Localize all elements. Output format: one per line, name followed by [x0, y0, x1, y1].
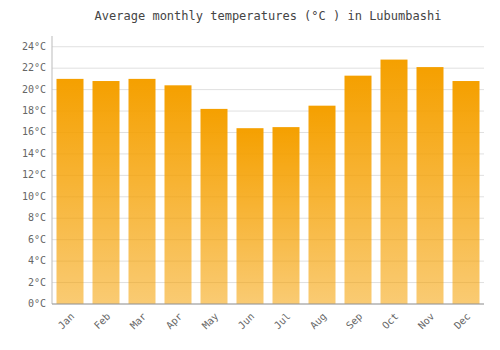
y-tick-label: 12°C	[22, 169, 46, 180]
x-axis-line	[52, 304, 484, 305]
bar	[381, 60, 408, 304]
bar	[165, 85, 192, 304]
bar	[57, 79, 84, 304]
bar	[453, 81, 480, 304]
x-tick-label: May	[200, 311, 221, 332]
x-tick-label: Apr	[164, 311, 185, 332]
x-tick-label: Jul	[272, 311, 293, 332]
x-tick-label: Dec	[452, 311, 473, 332]
bar	[201, 109, 228, 304]
x-tick-label: Feb	[92, 311, 113, 332]
x-tick-label: Jun	[236, 311, 257, 332]
y-tick-label: 2°C	[28, 277, 46, 288]
y-tick-label: 18°C	[22, 105, 46, 116]
chart-svg: 0°C 2°C 4°C 6°C 8°C 10°C 12°C 14°C 16°C 18°C 20°C 2…	[0, 0, 500, 350]
bar	[237, 128, 264, 304]
y-tick-label: 6°C	[28, 234, 46, 245]
y-tick-label: 20°C	[22, 84, 46, 95]
chart-title: Average monthly temperatures (°C ) in Lu…	[95, 9, 442, 23]
x-tick-label: Aug	[308, 311, 329, 332]
chart-container: 0°C 2°C 4°C 6°C 8°C 10°C 12°C 14°C 16°C 18°C 20°C 2…	[0, 0, 500, 350]
y-tick-label: 10°C	[22, 191, 46, 202]
grid	[52, 47, 484, 304]
x-tick-label: Nov	[416, 311, 437, 332]
x-tick-label: Jan	[56, 311, 77, 332]
bar	[309, 106, 336, 304]
x-tick-label: Sep	[344, 311, 365, 332]
x-tick-label: Oct	[380, 311, 401, 332]
y-tick-label: 24°C	[22, 41, 46, 52]
y-tick-label: 8°C	[28, 212, 46, 223]
bar	[417, 67, 444, 304]
bar	[129, 79, 156, 304]
bars	[57, 60, 480, 304]
grid-line	[52, 304, 484, 305]
y-tick-label: 4°C	[28, 255, 46, 266]
y-tick-label: 16°C	[22, 126, 46, 137]
bar	[93, 81, 120, 304]
bar	[345, 76, 372, 304]
y-axis-line	[52, 36, 53, 304]
y-tick-labels: 0°C 2°C 4°C 6°C 8°C 10°C 12°C 14°C 16°C 18°C 20°C 2…	[22, 41, 46, 309]
x-tick-labels: Jan Feb Mar Apr May Jun Jul Aug Sep Oct Nov Dec	[56, 311, 473, 332]
bar	[273, 127, 300, 304]
x-tick-label: Mar	[128, 311, 149, 332]
y-tick-label: 14°C	[22, 148, 46, 159]
grid-line	[52, 46, 484, 47]
y-tick-label: 22°C	[22, 62, 46, 73]
y-tick-label: 0°C	[28, 298, 46, 309]
